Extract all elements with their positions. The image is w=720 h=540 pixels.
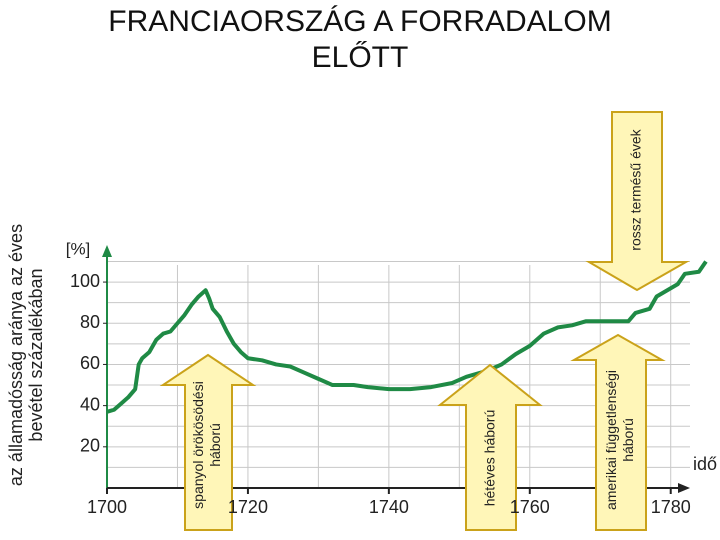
y-tick-label: 80 (80, 312, 100, 332)
x-tick-label: 1760 (510, 497, 550, 517)
y-axis-label: bevétel százalékában (26, 268, 46, 441)
y-tick-label: 100 (70, 271, 100, 291)
annotation: amerikai függetlenségi (603, 370, 619, 510)
x-tick-label: 1740 (369, 497, 409, 517)
y-axis-arrow (102, 245, 112, 257)
arrow-up (437, 363, 543, 531)
annotation: spanyol örökösödési (190, 381, 206, 509)
x-tick-label: 1780 (651, 497, 691, 517)
y-unit: [%] (66, 239, 91, 258)
x-tick-label: 1720 (228, 497, 268, 517)
x-axis-label: idő (693, 454, 717, 474)
arrow-down (585, 111, 690, 292)
slide-title: FRANCIAORSZÁG A FORRADALOM ELŐTT (108, 5, 612, 74)
arrow-up (570, 333, 666, 531)
y-tick-label: 40 (80, 394, 100, 414)
y-axis-label: az államadósság aránya az éves (6, 224, 26, 486)
x-tick-label: 1700 (87, 497, 127, 517)
y-tick-label: 20 (80, 436, 100, 456)
annotation: rossz termésű évek (628, 128, 644, 250)
y-tick-label: 60 (80, 353, 100, 373)
annotation: hétéves háború (482, 410, 498, 507)
annotation: háború (207, 423, 223, 467)
x-axis-arrow (678, 483, 690, 493)
arrow-up (159, 353, 257, 531)
data-line (106, 260, 708, 414)
annotation: háború (620, 418, 636, 462)
